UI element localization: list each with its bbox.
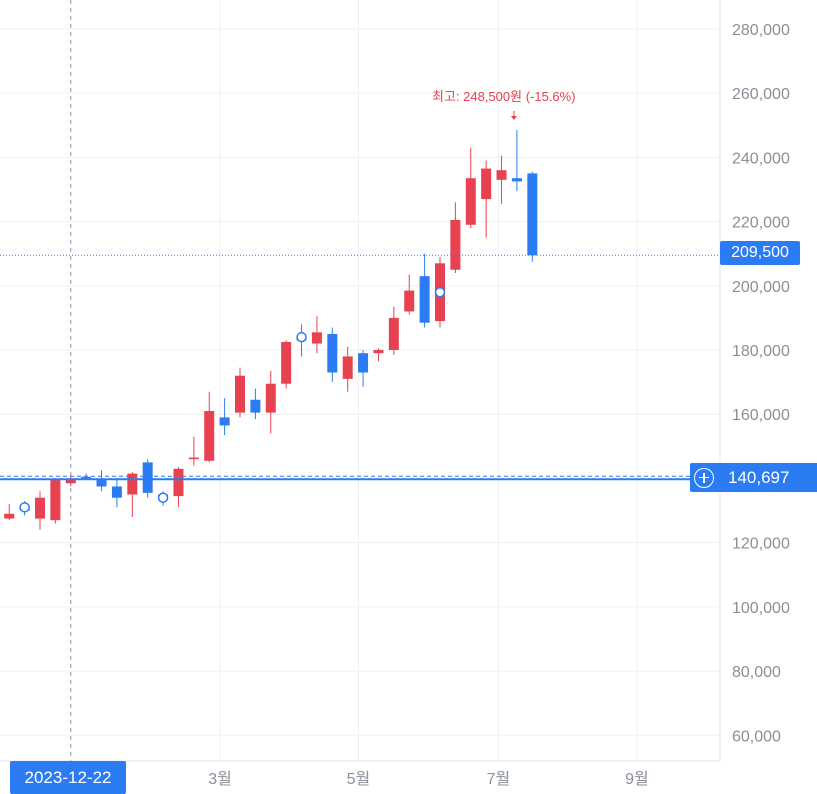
candle-body	[496, 170, 507, 180]
y-tick-label: 220,000	[732, 215, 790, 232]
candle[interactable]	[81, 473, 92, 479]
event-marker-ring[interactable]	[157, 492, 169, 503]
candle[interactable]	[419, 253, 430, 328]
candle-body	[81, 476, 92, 479]
candle[interactable]	[265, 370, 276, 434]
candle[interactable]	[511, 130, 522, 192]
y-tick-label: 100,000	[732, 600, 790, 617]
candle-body	[204, 411, 215, 461]
candle-body	[173, 468, 184, 497]
candle-body	[111, 486, 122, 498]
candle-body	[404, 290, 415, 312]
crosshair-date-badge: 2023-12-22	[10, 761, 126, 794]
candle-body	[65, 478, 76, 484]
candle-body	[511, 178, 522, 182]
candle-body	[96, 480, 107, 487]
candle-body	[373, 349, 384, 354]
candle[interactable]	[65, 475, 76, 487]
candle[interactable]	[4, 504, 15, 521]
candle[interactable]	[188, 436, 199, 466]
plus-circle-icon[interactable]	[694, 467, 714, 488]
candle[interactable]	[404, 274, 415, 315]
y-tick-label: 60,000	[732, 728, 781, 745]
candle[interactable]	[481, 160, 492, 238]
candle-body	[188, 457, 199, 460]
candle[interactable]	[496, 155, 507, 204]
candle-body	[419, 276, 430, 323]
candle[interactable]	[311, 316, 322, 354]
x-tick-label: 7월	[487, 770, 511, 788]
candle[interactable]	[358, 349, 369, 387]
candle-body	[358, 353, 369, 373]
y-tick-label: 120,000	[732, 536, 790, 553]
candle-body	[50, 480, 61, 521]
candle[interactable]	[327, 327, 338, 383]
candle-body	[127, 473, 138, 495]
high-price-text: 최고: 248,500원 (-15.6%)	[432, 89, 576, 104]
candle-body	[265, 383, 276, 413]
candle[interactable]	[281, 340, 292, 389]
candle-body	[342, 356, 353, 379]
candle[interactable]	[527, 171, 538, 262]
candle[interactable]	[235, 367, 245, 418]
candle[interactable]	[96, 470, 107, 492]
price-lines	[0, 111, 720, 481]
crosshair-price-value: 140,697	[728, 467, 790, 487]
candle-body	[527, 173, 538, 256]
candle[interactable]	[111, 478, 122, 508]
candle[interactable]	[219, 398, 230, 436]
candle[interactable]	[173, 467, 184, 508]
grid	[0, 0, 720, 761]
y-tick-label: 280,000	[732, 22, 790, 39]
axes: 60,00080,000100,000120,000140,000160,000…	[0, 0, 790, 788]
candle-body	[4, 513, 15, 519]
event-marker-ring[interactable]	[434, 286, 446, 298]
candle-body	[281, 341, 292, 384]
candle[interactable]	[342, 346, 353, 392]
crosshair	[0, 0, 690, 761]
candle-body	[142, 462, 153, 493]
y-tick-label: 200,000	[732, 279, 790, 296]
candle-body	[311, 332, 322, 344]
x-tick-label: 3월	[208, 770, 232, 788]
high-price-annotation: 최고: 248,500원 (-15.6%)	[432, 86, 576, 105]
candle-body	[327, 333, 338, 373]
candle-body	[35, 497, 45, 519]
x-tick-label: 9월	[625, 770, 649, 788]
candle[interactable]	[204, 391, 215, 463]
arrow-head	[510, 116, 517, 121]
last-price-badge: 209,500	[720, 241, 800, 265]
x-tick-label: 5월	[347, 770, 371, 788]
candle[interactable]	[50, 478, 61, 524]
y-tick-label: 80,000	[732, 664, 781, 681]
candle[interactable]	[35, 491, 45, 530]
event-markers[interactable]	[19, 286, 446, 513]
candle-body	[465, 178, 476, 225]
arrow-down-icon	[510, 111, 517, 121]
event-marker-ring[interactable]	[19, 502, 30, 513]
candle[interactable]	[465, 147, 476, 228]
y-tick-label: 260,000	[732, 86, 790, 103]
candle[interactable]	[250, 388, 261, 420]
event-marker-ring[interactable]	[296, 331, 307, 343]
candle[interactable]	[373, 348, 384, 362]
candle-body	[219, 417, 230, 426]
candle-body	[235, 375, 245, 413]
candle[interactable]	[450, 202, 461, 273]
y-tick-label: 240,000	[732, 150, 790, 167]
candle-body	[450, 219, 461, 270]
crosshair-price-badge[interactable]: 140,697	[690, 463, 817, 492]
y-tick-label: 180,000	[732, 343, 790, 360]
candle-body	[388, 317, 399, 350]
candle[interactable]	[388, 306, 399, 355]
candle-body	[250, 399, 261, 413]
candle-body	[481, 168, 492, 200]
y-tick-label: 160,000	[732, 407, 790, 424]
candles[interactable]	[4, 130, 538, 530]
